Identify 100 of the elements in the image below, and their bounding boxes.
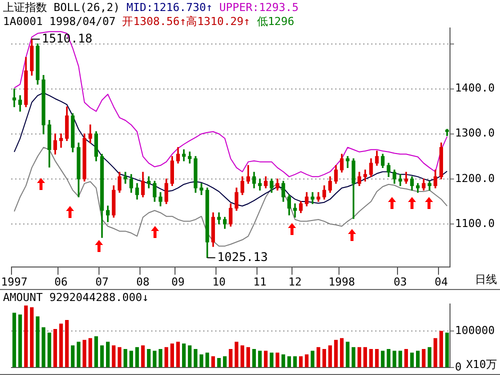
- bar: [106, 342, 110, 368]
- bar: [53, 329, 58, 368]
- bar: [100, 345, 104, 368]
- text: 1A0001 1998/04/07: [3, 15, 117, 28]
- x-tick-label: 1997: [1, 275, 28, 288]
- bar: [65, 320, 69, 368]
- y-tick-label: 1100.0: [455, 216, 495, 230]
- y-tick-label: 0: [455, 360, 462, 374]
- bar: [369, 348, 373, 368]
- bar: [158, 348, 162, 368]
- bar: [176, 342, 180, 368]
- bar: [18, 314, 22, 368]
- bar: [346, 342, 350, 368]
- bar: [211, 356, 215, 368]
- x-tick-label: 11: [253, 275, 267, 288]
- bar: [135, 347, 139, 368]
- bar: [152, 350, 156, 368]
- bar: [352, 347, 356, 368]
- bar: [252, 348, 256, 368]
- x-tick-label: 09: [171, 275, 185, 288]
- bar: [316, 347, 320, 368]
- y-tick-label: 1400.0: [455, 82, 495, 95]
- bar: [182, 344, 186, 368]
- bar: [141, 345, 145, 368]
- bar: [264, 350, 268, 368]
- bar: [24, 305, 28, 368]
- bar: [129, 350, 134, 368]
- x-tick-label: 03: [394, 275, 407, 288]
- bar: [358, 347, 362, 368]
- x-tick-label: 10: [212, 275, 226, 288]
- bar: [404, 348, 408, 368]
- bar: [170, 344, 174, 368]
- bar: [94, 336, 98, 368]
- bar: [334, 340, 338, 368]
- candlestick: [293, 203, 297, 218]
- x-tick-label: 06: [54, 275, 68, 288]
- bar: [76, 342, 80, 368]
- bar: [293, 356, 297, 368]
- bar: [200, 354, 204, 368]
- bar: [416, 350, 420, 368]
- bar: [439, 330, 444, 368]
- bar: [164, 347, 168, 368]
- text: 低1296: [256, 15, 294, 28]
- x-tick-label: 1998: [328, 275, 356, 288]
- x-tick-label: 12: [288, 275, 302, 288]
- text: 开1308.56↑高1310.29↑: [122, 15, 252, 28]
- bar: [428, 347, 432, 368]
- bar: [246, 347, 250, 368]
- bar: [270, 352, 274, 368]
- bar: [217, 358, 221, 368]
- bar: [42, 327, 46, 368]
- y-tick-label: 100000: [455, 324, 495, 338]
- bar: [36, 316, 40, 368]
- text: MID:1216.730↑: [126, 1, 214, 14]
- x-tick-label: 07: [95, 275, 109, 288]
- bar: [258, 350, 262, 368]
- bar: [124, 348, 128, 368]
- bar: [386, 348, 390, 368]
- bar: [434, 338, 438, 368]
- bar: [322, 348, 326, 368]
- bar: [59, 324, 63, 368]
- bar: [228, 348, 232, 368]
- bar: [205, 352, 210, 368]
- text: UPPER:1293.5: [219, 1, 299, 14]
- bar: [234, 342, 238, 368]
- annotation: 1025.13: [217, 250, 268, 264]
- x-tick-label: 08: [136, 275, 150, 288]
- bar: [380, 350, 385, 368]
- candlestick: [217, 212, 221, 224]
- bar: [287, 356, 291, 368]
- bar: [310, 350, 314, 368]
- bar: [70, 345, 75, 368]
- bar: [445, 332, 449, 368]
- bar: [340, 338, 344, 368]
- bar: [88, 338, 92, 368]
- candlestick: [310, 192, 314, 204]
- text: 日线: [475, 272, 497, 287]
- bar: [392, 350, 396, 368]
- bar: [363, 347, 368, 368]
- bar: [410, 352, 414, 368]
- bar: [222, 356, 227, 368]
- bar: [188, 345, 192, 368]
- bar: [276, 352, 280, 368]
- bar: [118, 347, 122, 368]
- bar: [422, 348, 426, 368]
- y-tick-label: 1300.0: [455, 126, 495, 140]
- text: 上证指数 BOLL(26,2): [3, 1, 121, 14]
- bar: [299, 356, 303, 368]
- text: X10万: [466, 357, 497, 372]
- bar: [240, 345, 244, 368]
- x-tick-label: 04: [434, 275, 448, 288]
- y-tick-label: 1200.0: [455, 172, 495, 185]
- bar: [375, 348, 379, 368]
- bar: [328, 345, 332, 368]
- bar: [398, 350, 402, 368]
- bar: [112, 345, 116, 368]
- bar: [281, 354, 286, 368]
- bar: [146, 348, 151, 368]
- bar: [30, 307, 34, 368]
- bar: [82, 340, 86, 368]
